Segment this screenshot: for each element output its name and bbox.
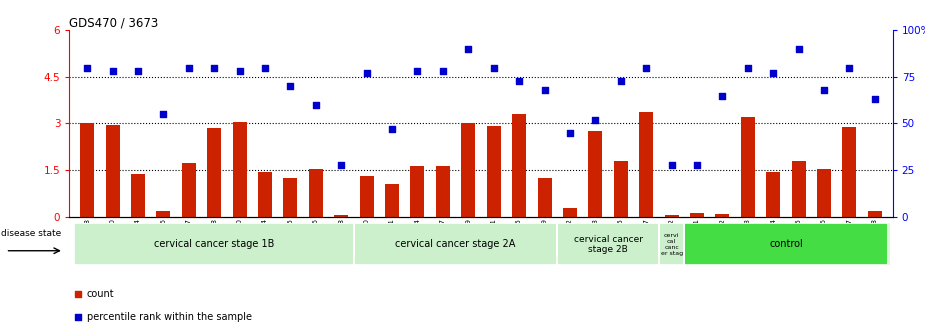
Bar [664, 215, 679, 217]
Point [817, 87, 832, 93]
Text: control: control [769, 240, 803, 249]
Bar [334, 215, 348, 217]
Point [130, 69, 145, 74]
Bar [684, 223, 888, 265]
Bar [283, 178, 298, 217]
Point [258, 65, 273, 70]
Point [791, 46, 806, 52]
Bar [659, 223, 684, 265]
Point [436, 69, 450, 74]
Bar [868, 211, 882, 217]
Bar [411, 166, 425, 217]
Point [664, 162, 679, 167]
Bar [385, 184, 399, 217]
Bar [354, 223, 557, 265]
Bar [74, 223, 354, 265]
Point [385, 126, 400, 132]
Bar [639, 112, 653, 217]
Bar [487, 126, 500, 217]
Point [740, 65, 755, 70]
Point [613, 78, 628, 83]
Bar [80, 123, 94, 217]
Point [715, 93, 730, 98]
Point [334, 162, 349, 167]
Bar [588, 131, 602, 217]
Bar [741, 117, 755, 217]
Point [105, 69, 120, 74]
Text: percentile rank within the sample: percentile rank within the sample [87, 312, 252, 322]
Point [868, 96, 882, 102]
Point [70, 314, 85, 319]
Bar [258, 172, 272, 217]
Text: cervi
cal
canc
er stag: cervi cal canc er stag [660, 233, 683, 256]
Bar [207, 128, 221, 217]
Bar [766, 172, 780, 217]
Point [537, 87, 552, 93]
Bar [182, 163, 196, 217]
Point [588, 117, 603, 122]
Bar [690, 213, 704, 217]
Text: disease state: disease state [1, 229, 61, 239]
Bar [614, 161, 628, 217]
Bar [684, 223, 888, 265]
Text: GDS470 / 3673: GDS470 / 3673 [69, 16, 158, 29]
Point [359, 71, 374, 76]
Point [689, 162, 704, 167]
Point [207, 65, 222, 70]
Bar [557, 223, 659, 265]
Point [181, 65, 196, 70]
Point [283, 84, 298, 89]
Bar [436, 166, 450, 217]
Bar [563, 208, 577, 217]
Text: count: count [87, 289, 115, 299]
Point [232, 69, 247, 74]
Point [639, 65, 654, 70]
Bar [462, 123, 475, 217]
Bar [74, 223, 354, 265]
Point [461, 46, 475, 52]
Text: cervical cancer
stage 2B: cervical cancer stage 2B [574, 235, 643, 254]
Point [487, 65, 501, 70]
Point [562, 130, 577, 135]
Text: cervical cancer stage 1B: cervical cancer stage 1B [154, 240, 275, 249]
Bar [232, 122, 247, 217]
Bar [512, 114, 526, 217]
Point [842, 65, 857, 70]
Bar [354, 223, 557, 265]
Point [766, 71, 781, 76]
Bar [557, 223, 659, 265]
Point [70, 291, 85, 296]
Bar [792, 161, 806, 217]
Bar [715, 214, 730, 217]
Bar [659, 223, 684, 265]
Bar [156, 211, 170, 217]
Point [80, 65, 94, 70]
Bar [309, 169, 323, 217]
Point [410, 69, 425, 74]
Point [308, 102, 323, 108]
Point [156, 112, 171, 117]
Point [512, 78, 526, 83]
Bar [817, 169, 831, 217]
Bar [105, 125, 119, 217]
Bar [360, 176, 374, 217]
Text: cervical cancer stage 2A: cervical cancer stage 2A [395, 240, 516, 249]
Bar [843, 127, 857, 217]
Bar [537, 178, 551, 217]
Bar [131, 174, 145, 217]
